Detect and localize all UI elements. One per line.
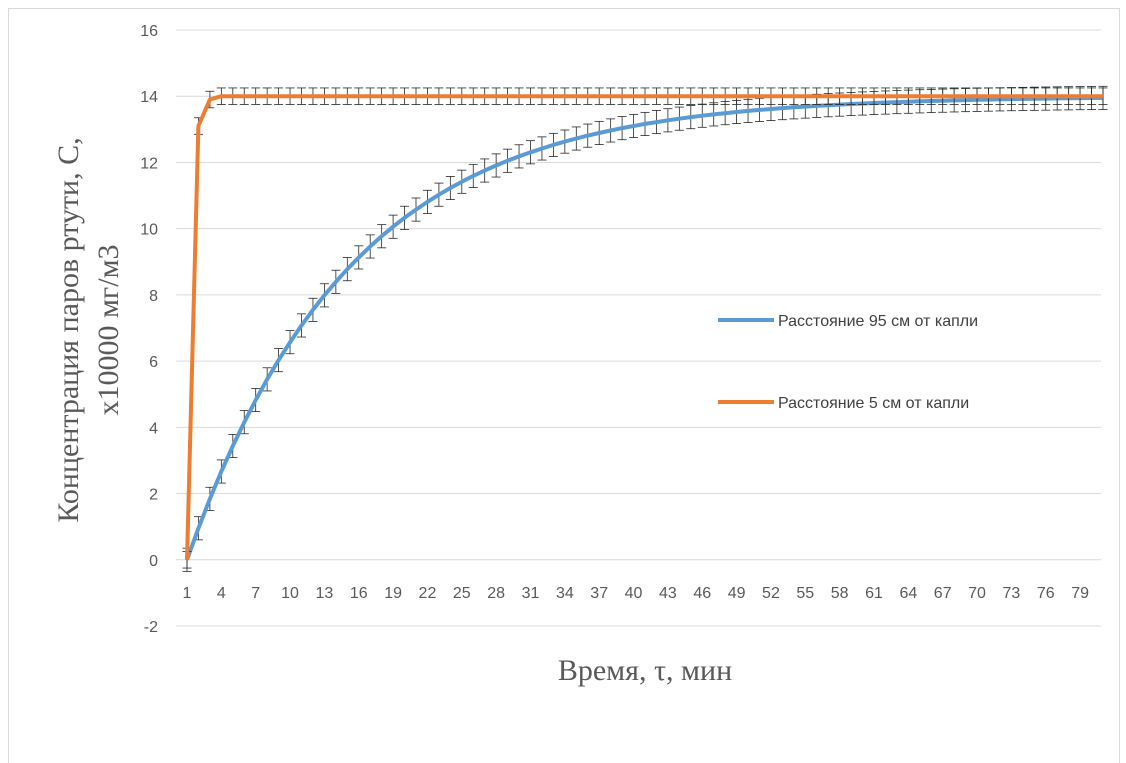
y-tick-label: 6 [149,354,158,371]
y-tick-label: 4 [149,420,158,437]
x-tick-label: 79 [1071,585,1089,602]
x-tick-label: 64 [899,585,917,602]
x-tick-label: 37 [590,585,608,602]
x-tick-label: 22 [419,585,437,602]
line-5cm [185,94,1103,560]
x-tick-label: 7 [251,585,260,602]
x-tick-label: 10 [281,585,299,602]
legend-label-5cm: Расстояние 5 см от капли [778,395,969,412]
x-tick-label: 34 [556,585,574,602]
y-tick-label: -2 [144,619,158,636]
y-tick-label: 0 [149,553,158,570]
x-tick-label: 73 [1003,585,1021,602]
x-axis-title: Время, τ, мин [558,654,732,687]
x-tick-label: 25 [453,585,471,602]
y-tick-label: 12 [140,155,158,172]
y-tick-label: 16 [140,23,158,40]
y-tick-label: 14 [140,89,158,106]
y-axis-title-line2: х10000 мг/м3 [92,244,125,415]
x-tick-label: 61 [865,585,883,602]
x-tick-labels: 1 4 7 10 13 16 19 22 25 28 31 34 37 40 43 46 49 52 55 58 61 6… [183,585,1090,602]
y-tick-label: 10 [140,222,158,239]
line-95cm [185,95,1104,561]
x-tick-label: 43 [659,585,677,602]
legend: Расстояние 95 см от капли Расстояние 5 с… [718,313,978,412]
x-tick-label: 76 [1037,585,1055,602]
legend-label-95cm: Расстояние 95 см от капли [778,313,978,330]
x-tick-label: 4 [217,585,226,602]
series-5cm [182,87,1108,569]
x-tick-label: 46 [693,585,711,602]
x-tick-label: 16 [350,585,368,602]
x-tick-label: 70 [968,585,986,602]
x-tick-label: 55 [796,585,814,602]
y-tick-label: 8 [149,288,158,305]
x-tick-label: 28 [487,585,505,602]
series-group [182,85,1108,572]
x-tick-label: 52 [762,585,780,602]
x-tick-label: 1 [183,585,192,602]
x-tick-label: 40 [625,585,643,602]
x-tick-label: 13 [316,585,334,602]
x-tick-label: 19 [384,585,402,602]
y-tick-label: 2 [149,487,158,504]
x-tick-label: 49 [728,585,746,602]
y-axis-title-line1: Концентрация паров ртути, С, [52,137,85,522]
x-tick-label: 67 [934,585,952,602]
x-tick-label: 58 [831,585,849,602]
y-tick-labels: -2 0 2 4 6 8 10 12 14 16 [140,23,158,636]
x-tick-label: 31 [522,585,540,602]
